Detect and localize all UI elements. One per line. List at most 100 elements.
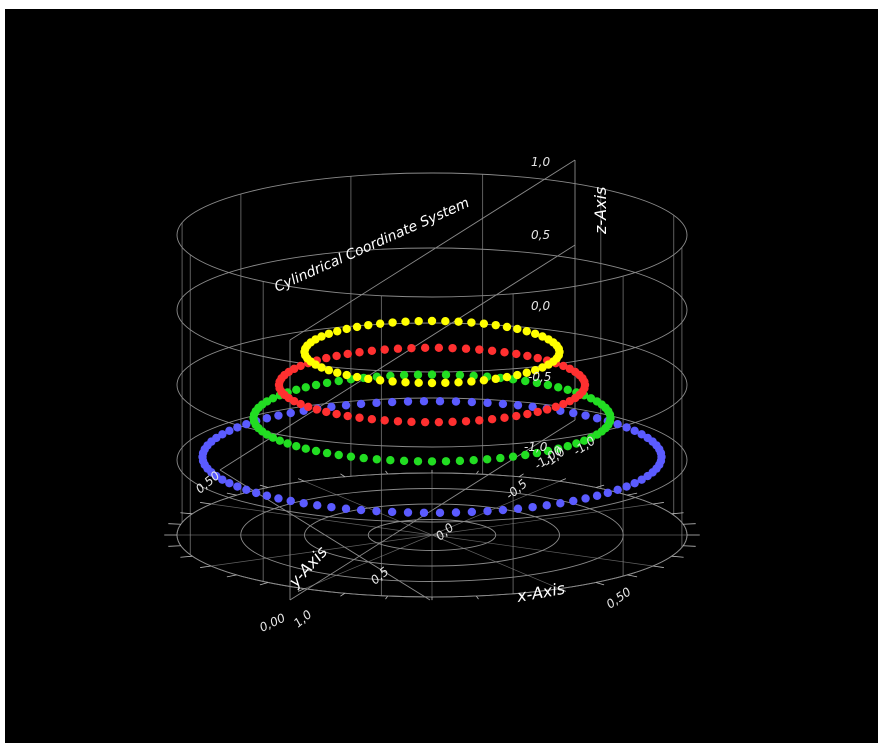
data-point	[388, 377, 397, 386]
data-series	[198, 397, 666, 517]
data-point	[572, 439, 581, 448]
data-point	[637, 475, 646, 484]
data-point	[513, 401, 523, 410]
data-point	[523, 351, 532, 361]
data-point	[622, 423, 631, 432]
data-point	[512, 411, 521, 421]
data-point	[286, 408, 295, 418]
data-point	[359, 453, 368, 463]
polar-grid-spoke	[304, 480, 433, 536]
data-point	[556, 499, 565, 508]
data-point	[502, 322, 512, 332]
data-point	[475, 416, 484, 425]
data-point	[434, 417, 444, 427]
data-point	[491, 374, 500, 384]
polar-tick-mark	[518, 592, 524, 597]
polar-tick-mark	[683, 523, 696, 525]
data-point	[521, 450, 530, 460]
data-point	[543, 446, 553, 456]
z-axis-title: z-Axis	[591, 187, 610, 235]
polar-tick-mark	[385, 595, 389, 600]
data-point	[356, 399, 366, 409]
z-tick-label: 0,5	[531, 228, 550, 242]
data-point	[301, 383, 310, 392]
data-point	[419, 397, 429, 406]
data-point	[451, 397, 461, 406]
data-point	[502, 372, 512, 382]
data-point	[364, 374, 373, 384]
data-point	[375, 319, 385, 328]
data-point	[522, 327, 531, 336]
data-point	[483, 506, 492, 516]
data-point	[401, 317, 410, 326]
data-point	[454, 317, 463, 326]
polar-tick-mark	[259, 484, 269, 488]
data-point	[296, 399, 305, 409]
data-point	[388, 318, 397, 327]
data-point	[262, 414, 272, 423]
data-point	[233, 482, 242, 491]
data-point	[500, 348, 509, 357]
data-point	[592, 414, 602, 423]
data-point	[372, 398, 381, 408]
polar-tick-mark	[385, 470, 389, 475]
data-point	[441, 370, 451, 379]
polar-tick-mark	[627, 492, 638, 496]
data-point	[311, 446, 321, 456]
data-point	[605, 410, 615, 419]
data-point	[467, 507, 477, 517]
data-point	[317, 332, 326, 341]
polar-tick-mark	[200, 565, 212, 568]
z-tick-label: -0,5	[528, 370, 551, 384]
data-point	[530, 329, 540, 338]
data-point	[327, 502, 336, 512]
data-point	[435, 397, 445, 406]
polar-tick-mark	[671, 512, 684, 515]
data-point	[286, 496, 295, 506]
polar-tick-mark	[340, 592, 346, 597]
data-point	[551, 402, 560, 412]
polar-tick-mark	[595, 484, 605, 488]
data-point	[630, 426, 639, 435]
polar-tick-mark	[475, 595, 479, 600]
data-point	[341, 401, 351, 410]
axis-frame-line	[289, 419, 576, 601]
polar-grid-spoke	[211, 534, 433, 567]
polar-tick-mark	[168, 523, 181, 525]
data-point	[565, 396, 575, 406]
data-point	[559, 399, 568, 409]
data-point	[283, 439, 292, 448]
data-point	[530, 366, 540, 375]
z-tick-label: 0,0	[531, 299, 550, 313]
data-point	[483, 398, 492, 408]
data-point	[559, 361, 568, 371]
data-point	[225, 479, 234, 488]
data-point	[613, 485, 622, 494]
data-point	[274, 411, 283, 420]
data-point	[498, 505, 508, 515]
data-point	[434, 343, 444, 353]
data-point	[554, 444, 563, 453]
data-point	[448, 343, 457, 353]
polar-tick-mark	[475, 470, 479, 475]
data-point	[569, 408, 578, 418]
data-point	[454, 378, 463, 387]
data-point	[622, 482, 631, 491]
data-point	[367, 346, 377, 355]
data-point	[580, 436, 589, 445]
data-point	[268, 394, 278, 403]
data-point	[554, 383, 563, 392]
z-tick-label: -1,0	[524, 440, 548, 454]
data-point	[419, 508, 429, 517]
data-point	[521, 376, 530, 386]
data-point	[491, 320, 500, 330]
data-point	[333, 327, 342, 336]
data-point	[352, 322, 362, 332]
data-point	[296, 361, 305, 371]
polar-tick-mark	[340, 473, 346, 478]
series-layer	[198, 316, 666, 517]
data-point	[275, 436, 284, 445]
data-point	[322, 407, 331, 417]
data-point	[393, 417, 403, 426]
